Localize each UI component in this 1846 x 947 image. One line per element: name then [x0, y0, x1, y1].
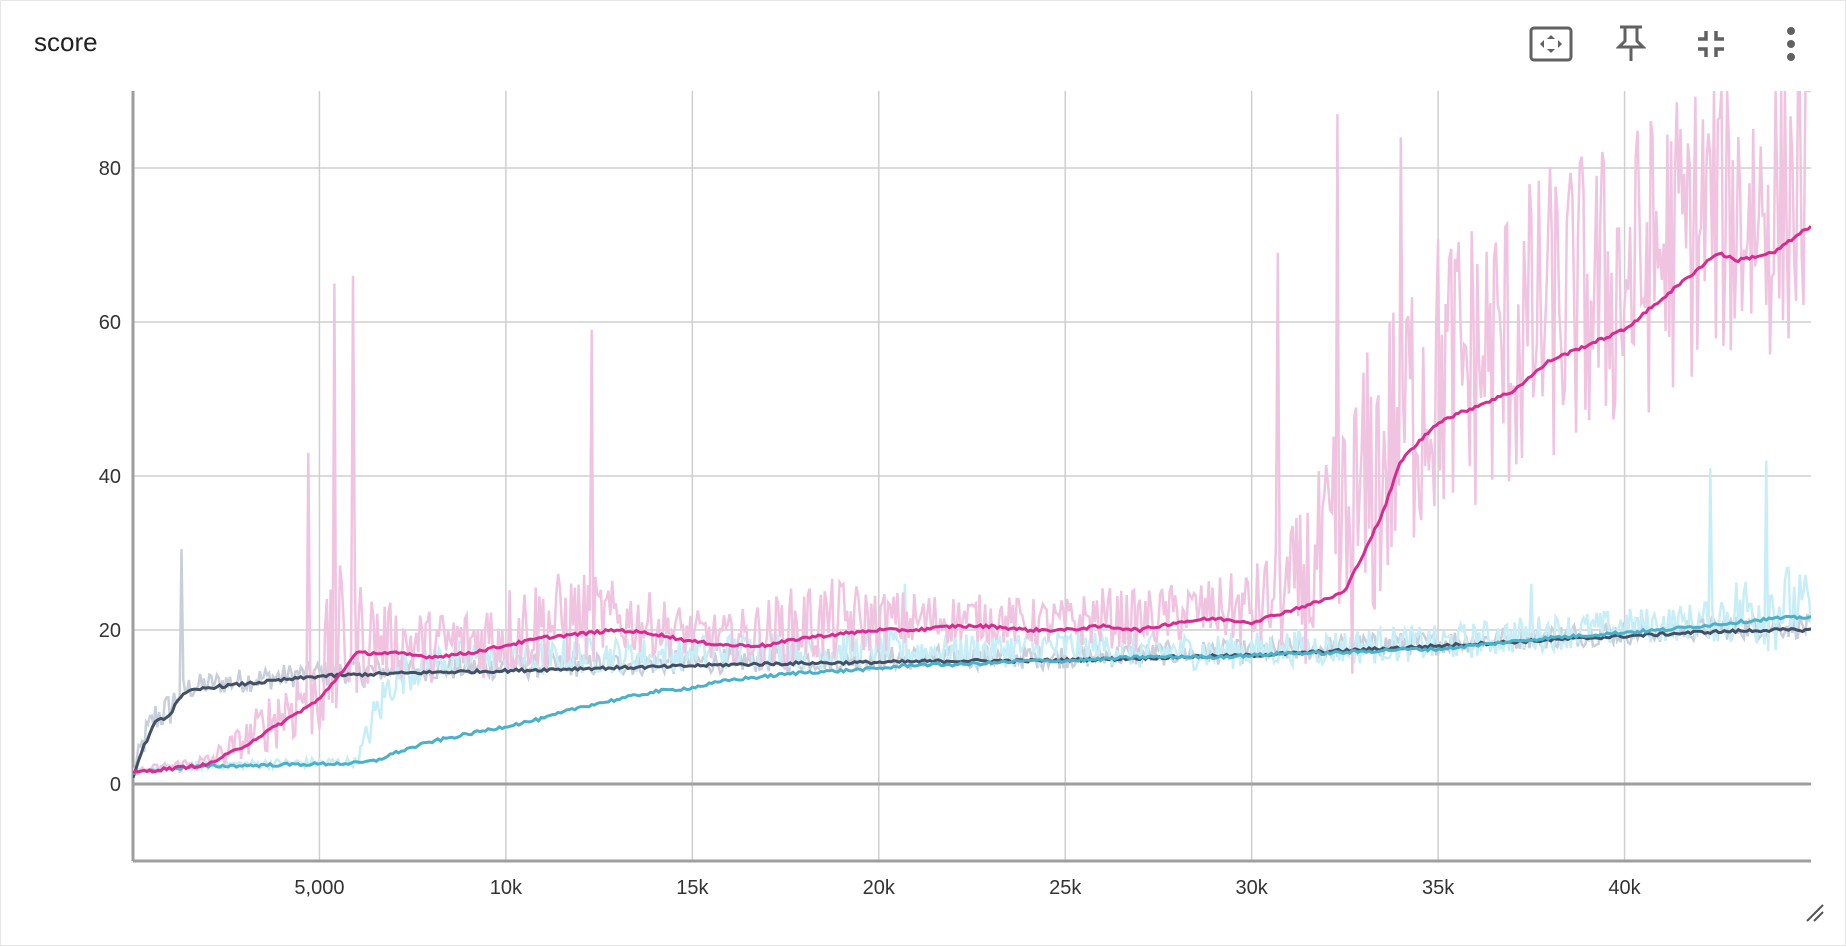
fit-domain-button[interactable] [1511, 19, 1591, 69]
raw-series-line-0 [133, 91, 1811, 776]
more-vert-icon [1787, 27, 1795, 61]
x-tick-label: 5,000 [294, 877, 344, 899]
y-tick-label: 60 [99, 312, 121, 334]
resize-handle-icon[interactable] [1803, 901, 1825, 923]
card-title: score [34, 27, 98, 57]
fit-domain-icon [1529, 26, 1573, 62]
x-tick-label: 35k [1422, 877, 1455, 899]
series-line-1[interactable] [133, 614, 1811, 776]
x-tick-label: 40k [1608, 877, 1641, 899]
y-tick-label: 40 [99, 466, 121, 488]
more-button[interactable] [1751, 19, 1831, 69]
x-tick-label: 15k [676, 877, 709, 899]
y-tick-label: 80 [99, 158, 121, 180]
card-toolbar [1511, 19, 1831, 69]
collapse-button[interactable] [1671, 19, 1751, 69]
x-tick-label: 25k [1049, 877, 1082, 899]
x-tick-label: 20k [863, 877, 896, 899]
y-tick-label: 0 [110, 774, 121, 796]
y-tick-label: 20 [99, 620, 121, 642]
pin-button[interactable] [1591, 19, 1671, 69]
line-chart[interactable]: 5,000 10k 15k 20k 25k 30k 35k 40k 0 20 40 60 80 [1, 81, 1846, 947]
collapse-icon [1698, 31, 1724, 57]
x-tick-label: 30k [1236, 877, 1269, 899]
pin-icon [1616, 25, 1646, 61]
x-tick-label: 10k [490, 877, 523, 899]
series-line-0[interactable] [133, 225, 1811, 775]
